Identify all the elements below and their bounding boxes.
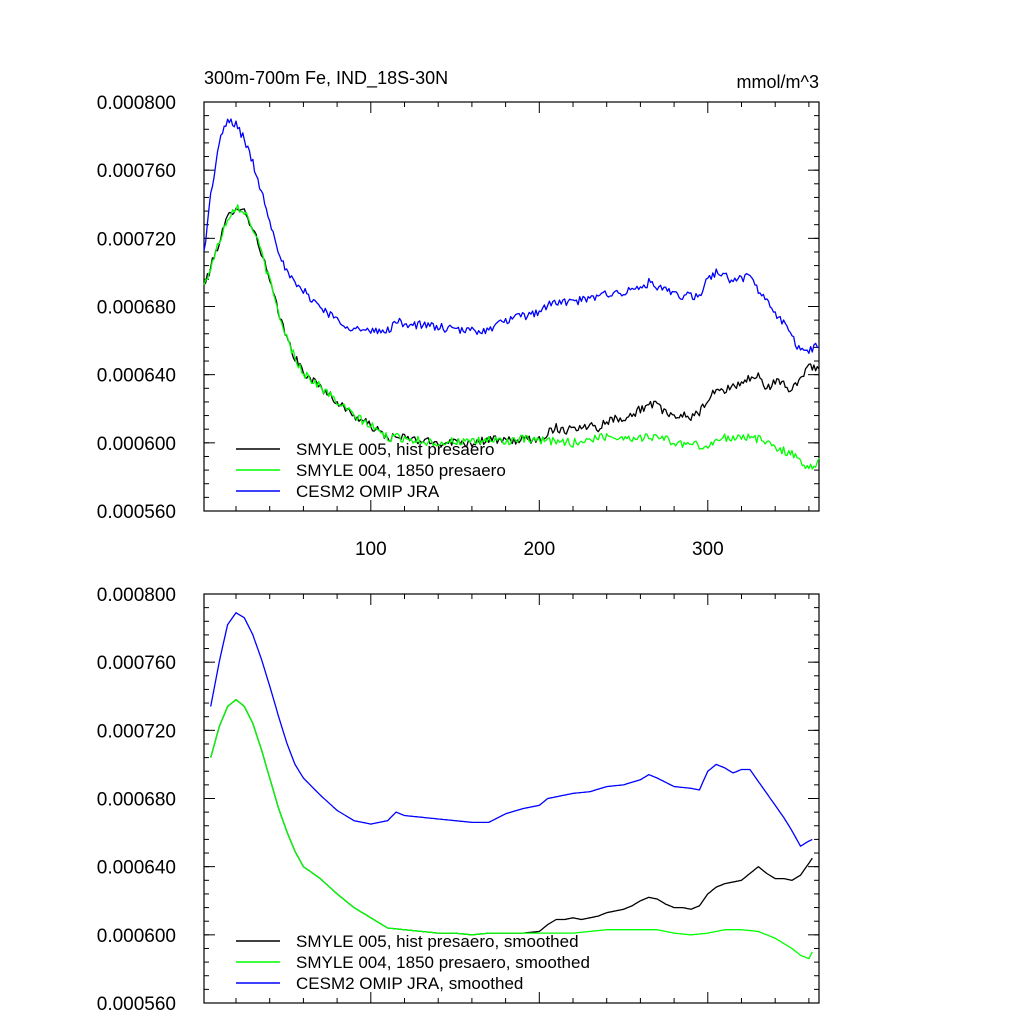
y-tick-label: 0.000600 bbox=[97, 434, 176, 455]
y-tick-label: 0.000640 bbox=[97, 366, 176, 387]
y-tick-label: 0.000600 bbox=[97, 926, 176, 947]
legend-label: SMYLE 005, hist presaero bbox=[296, 440, 494, 459]
series-line-smyle-004-1850-presaero-smoothed bbox=[210, 699, 813, 960]
series-line-smyle-005-hist-presaero bbox=[203, 207, 820, 448]
legend-label: SMYLE 004, 1850 presaero bbox=[296, 461, 506, 480]
legend-label: CESM2 OMIP JRA bbox=[296, 482, 440, 501]
legend-label: SMYLE 005, hist presaero, smoothed bbox=[296, 932, 579, 951]
bottom-y-tick-labels: 0.000560 0.000600 0.000640 0.000680 0.000720… bbox=[97, 585, 176, 1015]
bottom-axis-ticks bbox=[204, 593, 819, 1004]
y-tick-label: 0.000720 bbox=[97, 721, 176, 742]
series-line-smyle-005-hist-presaero-smoothed bbox=[210, 699, 813, 936]
x-tick-label: 300 bbox=[692, 539, 724, 560]
y-tick-label: 0.000560 bbox=[97, 502, 176, 523]
y-tick-label: 0.000800 bbox=[97, 585, 176, 606]
y-tick-label: 0.000640 bbox=[97, 858, 176, 879]
top-series-lines bbox=[203, 118, 820, 470]
top-units-label: mmol/m^3 bbox=[737, 72, 819, 92]
bottom-legend: SMYLE 005, hist presaero, smoothed SMYLE … bbox=[236, 932, 590, 993]
series-line-cesm2-omip-jra-smoothed bbox=[210, 612, 813, 847]
bottom-panel: 0.000560 0.000600 0.000640 0.000680 0.000720… bbox=[97, 585, 820, 1015]
bottom-series-lines bbox=[210, 612, 813, 960]
top-legend: SMYLE 005, hist presaero SMYLE 004, 1850 … bbox=[236, 440, 506, 501]
y-tick-label: 0.000760 bbox=[97, 653, 176, 674]
legend-label: SMYLE 004, 1850 presaero, smoothed bbox=[296, 953, 590, 972]
x-tick-label: 100 bbox=[355, 539, 387, 560]
y-tick-label: 0.000680 bbox=[97, 790, 176, 811]
top-y-tick-labels: 0.000560 0.000600 0.000640 0.000680 0.000720… bbox=[97, 93, 176, 523]
legend-label: CESM2 OMIP JRA, smoothed bbox=[296, 974, 523, 993]
y-tick-label: 0.000680 bbox=[97, 298, 176, 319]
top-x-tick-labels: 100 200 300 bbox=[355, 539, 724, 560]
series-line-cesm2-omip-jra bbox=[203, 118, 820, 354]
x-tick-label: 200 bbox=[523, 539, 555, 560]
top-chart-title: 300m-700m Fe, IND_18S-30N bbox=[204, 68, 448, 89]
y-tick-label: 0.000760 bbox=[97, 161, 176, 182]
y-tick-label: 0.000800 bbox=[97, 93, 176, 114]
top-panel: 0.000560 0.000600 0.000640 0.000680 0.000720… bbox=[97, 68, 820, 560]
y-tick-label: 0.000560 bbox=[97, 994, 176, 1015]
y-tick-label: 0.000720 bbox=[97, 229, 176, 250]
series-line-smyle-004-1850-presaero bbox=[203, 204, 820, 470]
